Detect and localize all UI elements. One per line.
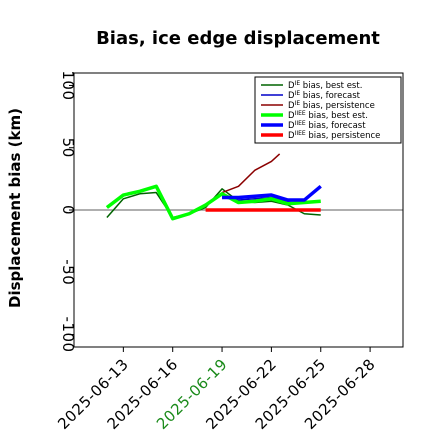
y-tick-label: 0 bbox=[59, 205, 77, 215]
legend-entry: DIIEE bias, forecast bbox=[288, 120, 366, 131]
legend-entry: DIIEE bias, best est. bbox=[288, 110, 368, 121]
y-tick-label: 100 bbox=[59, 70, 77, 100]
legend-box bbox=[254, 76, 402, 144]
legend-entry: DIIEE bias, persistence bbox=[288, 130, 380, 141]
series-line-4 bbox=[105, 184, 321, 221]
y-axis-label: Displacement bias (km) bbox=[6, 108, 24, 308]
y-tick-label: -50 bbox=[59, 259, 77, 285]
legend-entry: DIE bias, best est. bbox=[288, 80, 362, 91]
series-line-5 bbox=[222, 184, 322, 202]
legend-entry: DIE bias, persistence bbox=[288, 100, 375, 111]
legend: DIE bias, best est.DIE bias, forecastDIE… bbox=[254, 76, 402, 144]
chart-title: Bias, ice edge displacement bbox=[96, 28, 380, 49]
series-line-3 bbox=[221, 153, 281, 194]
y-tick-label: -100 bbox=[59, 317, 77, 353]
legend-entry: DIE bias, forecast bbox=[288, 90, 361, 101]
y-tick-label: 50 bbox=[59, 138, 77, 158]
